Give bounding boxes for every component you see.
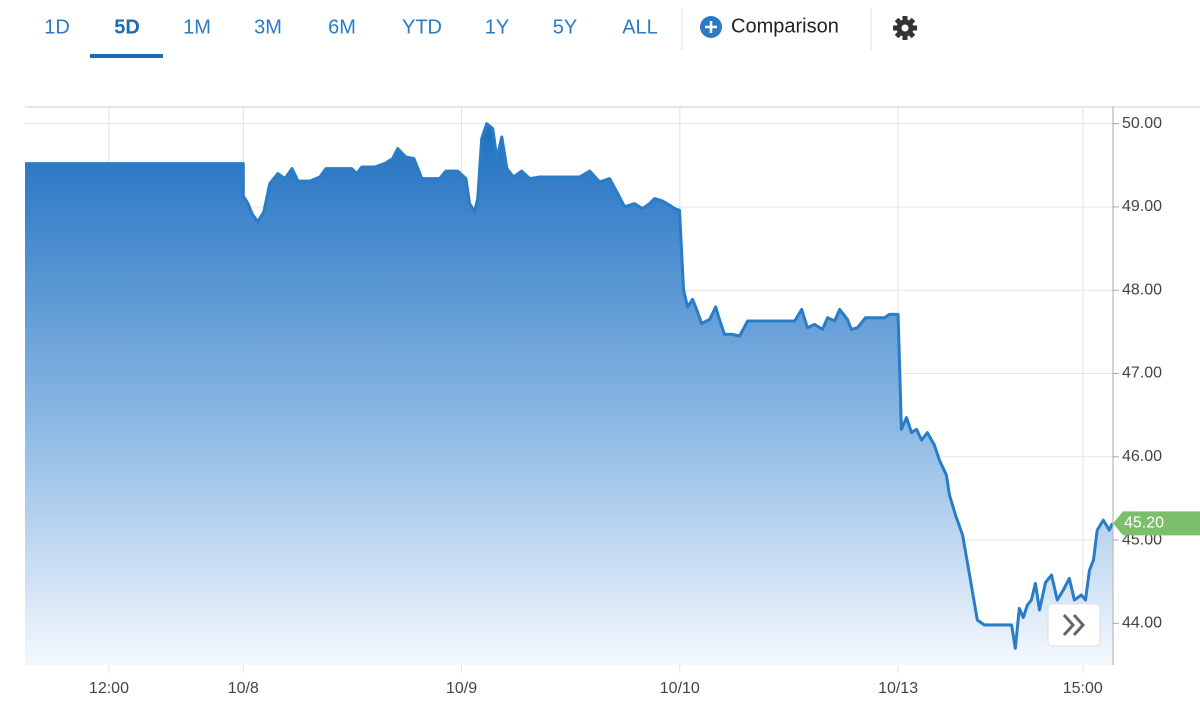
gear-hole bbox=[901, 24, 909, 32]
tab[interactable]: YTD bbox=[402, 16, 442, 38]
plus-icon bbox=[705, 21, 717, 33]
chart: 44.00 45.00 46.00 47.00 48.00 49.00 50.00 12:00… bbox=[25, 106, 1200, 697]
y-tick-label: 48.00 bbox=[1122, 281, 1162, 298]
x-tick-label: 10/8 bbox=[228, 680, 259, 697]
y-tick-label: 45.00 bbox=[1122, 531, 1162, 548]
tab[interactable]: 1M bbox=[183, 16, 211, 38]
y-tick-label: 44.00 bbox=[1122, 615, 1162, 632]
scroll-icon bbox=[1062, 613, 1086, 637]
x-tick-label: 10/13 bbox=[878, 680, 918, 697]
price-line bbox=[25, 122, 1114, 650]
tab[interactable]: 5D bbox=[114, 16, 140, 38]
tab[interactable]: 5Y bbox=[553, 16, 577, 38]
tab[interactable]: 1Y bbox=[485, 16, 509, 38]
active-tab-underline bbox=[90, 54, 163, 58]
y-tick-label: 49.00 bbox=[1122, 198, 1162, 215]
settings-button[interactable] bbox=[893, 16, 917, 40]
last-price-label: 45.20 bbox=[1124, 515, 1164, 532]
scroll-button[interactable] bbox=[1047, 603, 1101, 647]
x-tick-label: 15:00 bbox=[1063, 680, 1103, 697]
x-tick-label: 10/9 bbox=[446, 680, 477, 697]
comparison-button[interactable]: Comparison bbox=[700, 15, 839, 38]
x-tick-label: 10/10 bbox=[660, 680, 700, 697]
y-tick-label: 47.00 bbox=[1122, 365, 1162, 382]
tab[interactable]: ALL bbox=[622, 16, 658, 38]
last-price-flag bbox=[1113, 511, 1200, 536]
y-tick-label: 50.00 bbox=[1122, 115, 1162, 132]
tab[interactable]: 3M bbox=[254, 16, 282, 38]
tab[interactable]: 6M bbox=[328, 16, 356, 38]
tab[interactable]: 1D bbox=[44, 16, 70, 38]
x-tick-label: 12:00 bbox=[89, 680, 129, 697]
comparison-label: Comparison bbox=[731, 15, 839, 37]
area-fill bbox=[25, 123, 1113, 665]
toolbar: 1D 5D 1M 3M 6M YTD 1Y 5Y ALL bbox=[44, 16, 658, 58]
y-tick-label: 46.00 bbox=[1122, 448, 1162, 465]
